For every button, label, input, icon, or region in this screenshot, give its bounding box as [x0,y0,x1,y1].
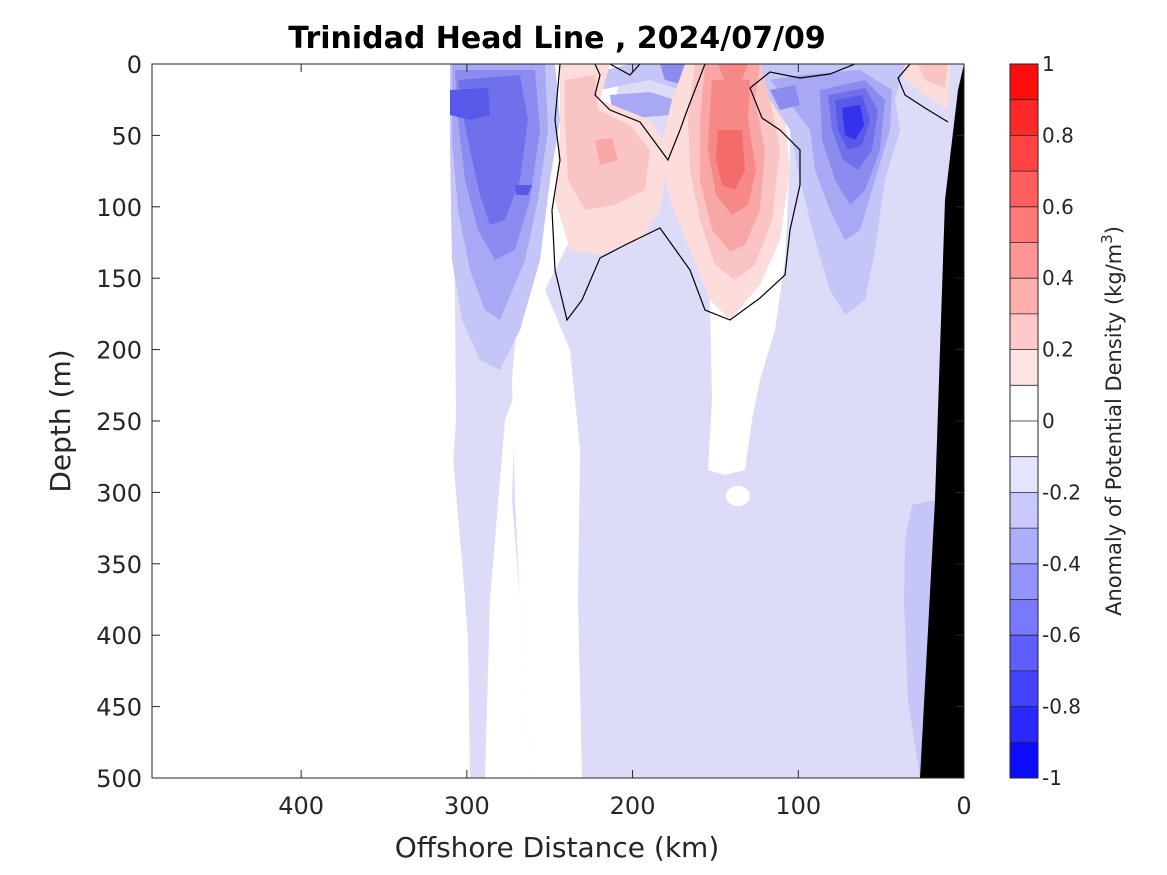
colorbar-tick-label: -0.8 [1042,695,1081,719]
y-tick-label: 400 [96,622,142,650]
x-axis-ticks: 400 300 200 100 0 [278,64,972,820]
y-tick-label: 100 [96,194,142,222]
colorbar-label: Anomaly of Potential Density (kg/m3) [1098,226,1126,616]
colorbar-swatch [1010,456,1038,493]
colorbar-tick-label: -1 [1042,766,1062,790]
x-axis-label: Offshore Distance (km) [395,831,720,864]
plot-area [152,64,964,778]
colorbar-tick-label: -0.6 [1042,623,1081,647]
y-tick-label: 450 [96,694,142,722]
colorbar-swatch [1010,528,1038,565]
y-tick-label: 0 [127,51,142,79]
colorbar-tick-label: 0.2 [1042,338,1074,362]
colorbar-swatch [1010,64,1038,101]
y-axis-label: Depth (m) [44,349,77,492]
colorbar-tick-label: 0.8 [1042,123,1074,147]
colorbar-swatch [1010,242,1038,279]
colorbar-tick-label: 1 [1042,52,1055,76]
colorbar-swatch [1010,313,1038,351]
colorbar-swatch [1010,385,1038,422]
contour-positive-central [660,64,795,320]
colorbar: 1 0.8 0.6 0.4 0.2 0 -0.2 -0.4 -0.6 -0.8 -1 [1009,52,1081,790]
colorbar-swatch [1010,135,1038,172]
y-tick-label: 350 [96,551,142,579]
colorbar-swatch [1010,563,1038,600]
colorbar-swatch [1010,635,1038,672]
contour-zero-pocket [726,486,750,506]
contour-left-edge [152,64,470,778]
y-tick-label: 250 [96,408,142,436]
colorbar-tick-label: -0.4 [1042,552,1081,576]
y-axis-ticks: 0 50 100 150 200 250 300 350 400 450 500 [96,51,964,793]
colorbar-swatch [1010,492,1038,529]
y-tick-label: 50 [111,122,142,150]
x-tick-label: 100 [775,792,821,820]
colorbar-tick-label: 0.6 [1042,195,1074,219]
colorbar-swatch [1010,670,1038,708]
y-tick-label: 500 [96,765,142,793]
contour-positive-left [555,64,670,255]
colorbar-swatch [1010,742,1038,779]
bathymetry-shelf [920,64,964,778]
colorbar-frame [1009,63,1039,779]
zero-contour-lines [551,64,949,322]
colorbar-tick-label: 0 [1042,409,1055,433]
colorbar-swatch [1010,206,1038,243]
colorbar-swatch [1010,349,1038,386]
contour-negative-nearshore [760,64,905,315]
colorbar-swatch [1010,599,1038,636]
colorbar-swatch [1010,171,1038,208]
colorbar-tick-label: -0.2 [1042,480,1081,504]
contour-negative-offshore [450,64,560,370]
colorbar-swatch [1010,421,1038,458]
x-tick-label: 0 [956,792,971,820]
colorbar-swatch [1010,99,1038,136]
y-tick-label: 300 [96,479,142,507]
colorbar-swatch [1010,278,1038,315]
x-tick-label: 300 [444,792,490,820]
colorbar-tick-label: 0.4 [1042,266,1074,290]
y-tick-label: 200 [96,337,142,365]
x-tick-label: 400 [278,792,324,820]
y-tick-label: 150 [96,265,142,293]
chart-title: Trinidad Head Line , 2024/07/09 [288,21,825,56]
x-tick-label: 200 [610,792,656,820]
colorbar-swatch [1010,706,1038,743]
